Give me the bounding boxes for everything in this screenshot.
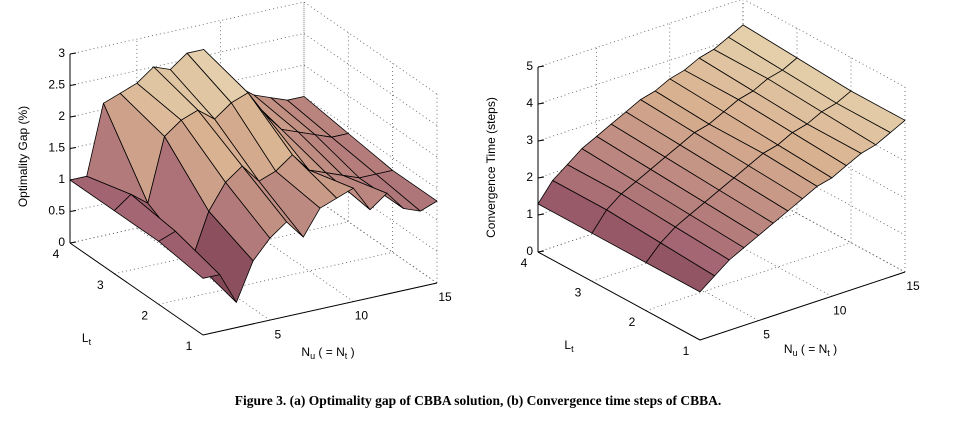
- surface-patch: [645, 242, 715, 293]
- z-tick-label: 3: [526, 133, 533, 147]
- z-tick: [537, 102, 545, 105]
- z-tick: [537, 250, 545, 253]
- y-axis-label-part: t: [571, 344, 574, 354]
- z-tick-label: 2: [58, 109, 65, 123]
- x-axis-label: Nu ( = Nt ): [301, 345, 354, 361]
- grid-line: [69, 1, 438, 95]
- x-axis-label-part: t: [345, 351, 348, 361]
- y-axis: [69, 242, 204, 336]
- z-tick: [537, 213, 545, 216]
- z-tick: [69, 147, 77, 149]
- x-axis-label-part: ( = N: [315, 345, 345, 359]
- z-tick-label: 3: [58, 46, 65, 60]
- y-axis-label-part: L: [82, 331, 89, 345]
- z-axis-label: Convergence Time (steps): [484, 97, 498, 238]
- x-axis-label-part: t: [827, 348, 830, 358]
- x-axis-label-part: N: [784, 342, 793, 356]
- y-axis-label: Lt: [564, 338, 574, 354]
- x-axis-label-part: ): [347, 345, 354, 359]
- z-tick: [537, 65, 545, 68]
- z-tick-label: 1: [526, 207, 533, 221]
- x-axis: [699, 271, 906, 341]
- x-tick-label: 10: [833, 303, 847, 317]
- z-axis-label: Optimality Gap (%): [16, 106, 30, 207]
- y-tick-label: 1: [186, 339, 193, 353]
- x-axis-label-part: ( = N: [798, 342, 828, 356]
- surface-patch: [158, 230, 221, 279]
- y-axis-label-part: L: [564, 338, 571, 352]
- z-tick: [537, 176, 545, 179]
- x-axis-label-part: u: [310, 351, 315, 361]
- y-axis-label: Lt: [82, 331, 92, 347]
- z-tick-label: 2: [526, 170, 533, 184]
- z-tick: [69, 115, 77, 118]
- y-tick-label: 1: [683, 344, 690, 358]
- x-axis-label-part: u: [793, 348, 798, 358]
- z-tick: [69, 210, 77, 212]
- y-tick-label: 2: [629, 315, 636, 329]
- x-tick-label: 15: [438, 290, 452, 304]
- caption: Figure 3. (a) Optimality gap of CBBA sol…: [235, 393, 721, 408]
- y-tick-label: 4: [521, 256, 528, 270]
- z-tick-label: 1: [58, 172, 65, 186]
- x-tick-label: 5: [275, 327, 282, 341]
- z-tick: [537, 139, 545, 142]
- y-axis: [537, 251, 701, 341]
- y-tick-label: 2: [141, 309, 148, 323]
- z-tick-label: 1.5: [48, 141, 65, 155]
- y-tick-label: 4: [53, 247, 60, 261]
- x-axis-label-part: N: [301, 345, 310, 359]
- z-tick: [69, 241, 77, 244]
- z-tick-label: 5: [526, 59, 533, 73]
- z-tick: [69, 84, 77, 86]
- x-tick-label: 10: [355, 309, 369, 323]
- z-tick-label: 4: [526, 96, 533, 110]
- x-tick-label: 5: [763, 328, 770, 342]
- z-tick-label: 0: [58, 235, 65, 249]
- y-tick-label: 3: [97, 278, 104, 292]
- x-axis: [202, 282, 438, 336]
- x-axis-label: Nu ( = Nt ): [784, 342, 837, 358]
- z-tick-label: 0.5: [48, 204, 65, 218]
- z-tick: [69, 52, 77, 55]
- z-tick-label: 0: [526, 244, 533, 258]
- z-tick-label: 2.5: [48, 78, 65, 92]
- x-tick-label: 15: [906, 279, 920, 293]
- y-axis-label-part: t: [89, 337, 92, 347]
- y-tick-label: 3: [575, 286, 582, 300]
- x-axis-label-part: ): [830, 342, 837, 356]
